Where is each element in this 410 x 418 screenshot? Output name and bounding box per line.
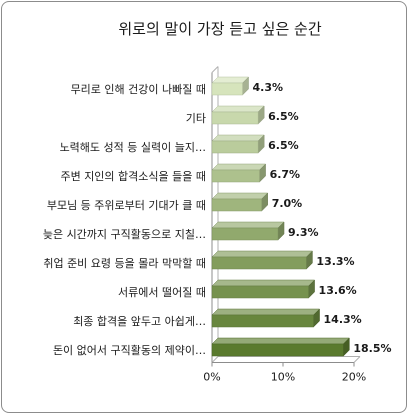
- bar-1-front: [211, 82, 243, 96]
- bar-9: [211, 308, 321, 328]
- value-label-2: 6.5%: [268, 110, 299, 123]
- bar-2-front: [211, 111, 259, 125]
- x-tick-label-1: 0%: [203, 371, 220, 384]
- value-label-1: 4.3%: [253, 81, 284, 94]
- bar-9-front: [211, 314, 314, 328]
- category-label-10: 돈이 없어서 구직활동의 제약이…: [53, 343, 206, 357]
- bars-group: [211, 76, 350, 357]
- bar-8: [211, 279, 316, 299]
- floor-right-edge: [353, 356, 361, 363]
- chart-title: 위로의 말이 가장 듣고 싶은 순간: [118, 20, 321, 38]
- bar-9-top: [211, 308, 321, 316]
- category-label-7: 취업 준비 요령 등을 몰라 막막할 때: [43, 257, 206, 270]
- value-label-4: 6.7%: [270, 168, 301, 181]
- bar-1-top: [211, 76, 250, 84]
- bar-6: [211, 221, 285, 241]
- bar-3-top: [211, 134, 265, 142]
- x-tick-label-3: 20%: [342, 371, 366, 384]
- bar-6-front: [211, 227, 279, 241]
- value-label-6: 9.3%: [288, 226, 319, 239]
- bar-10: [211, 337, 350, 357]
- category-label-9: 최종 합격을 앞두고 아쉽게…: [73, 315, 206, 328]
- bar-7-top: [211, 250, 314, 258]
- wall-top-edge: [211, 66, 219, 73]
- bar-4-front: [211, 169, 260, 183]
- category-label-8: 서류에서 떨어질 때: [118, 286, 206, 299]
- bar-5-front: [211, 198, 262, 212]
- bar-5-top: [211, 192, 269, 200]
- bar-1: [211, 76, 250, 96]
- bar-8-front: [211, 285, 309, 299]
- bar-6-top: [211, 221, 285, 229]
- value-label-9: 14.3%: [324, 313, 362, 326]
- bar-2-top: [211, 105, 265, 113]
- bar-8-top: [211, 279, 316, 287]
- x-tick-label-2: 10%: [271, 371, 295, 384]
- category-label-2: 기타: [186, 112, 206, 125]
- bar-4: [211, 163, 267, 183]
- category-label-1: 무리로 인해 건강이 나빠질 때: [71, 82, 206, 96]
- bar-4-top: [211, 163, 267, 171]
- category-label-4: 주변 지인의 합격소식을 들을 때: [60, 170, 206, 183]
- bar-3-front: [211, 140, 259, 154]
- value-label-7: 13.3%: [316, 255, 354, 268]
- bar-5: [211, 192, 269, 212]
- wall-bottom-edge: [211, 356, 219, 363]
- bar-7: [211, 250, 314, 270]
- bar-10-top: [211, 337, 350, 345]
- value-label-10: 18.5%: [353, 342, 391, 355]
- value-label-8: 13.6%: [319, 284, 357, 297]
- bar-10-front: [211, 343, 344, 357]
- category-label-5: 부모님 등 주위로부터 기대가 클 때: [47, 199, 206, 212]
- value-label-3: 6.5%: [268, 139, 299, 152]
- category-label-6: 늦은 시간까지 구직활동으로 지칠…: [43, 227, 206, 241]
- bar-3: [211, 134, 265, 154]
- x-axis: 0% 10% 20%: [203, 362, 366, 384]
- bar-7-front: [211, 256, 307, 270]
- value-label-5: 7.0%: [272, 197, 303, 210]
- category-label-3: 노력해도 성적 등 실력이 늘지…: [60, 140, 206, 154]
- value-labels: 4.3% 6.5% 6.5% 6.7% 7.0% 9.3% 13.3% 13.6% 14.3% 1…: [253, 81, 392, 355]
- bar-2: [211, 105, 265, 125]
